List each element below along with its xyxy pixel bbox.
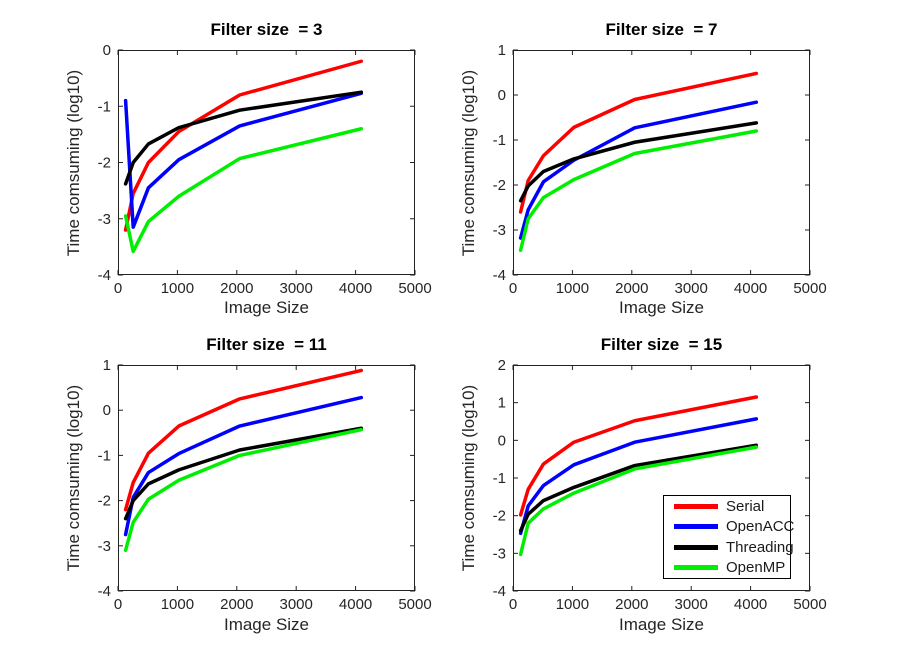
axes-filter-7: 0 1000 2000 3000 4000 5000 1 0 -1 -2 -3 -4 [493, 42, 827, 297]
x-tick-label: 4000 [734, 596, 767, 613]
y-tick-label: 0 [103, 402, 111, 419]
y-tick-label: -1 [98, 447, 111, 464]
series-line-threading [123, 426, 364, 521]
y-tick-label: 0 [498, 432, 506, 449]
series-line-openmp [123, 127, 364, 254]
legend-line-serial [674, 503, 718, 509]
x-axis-label: Image Size [223, 298, 310, 317]
series-line-threading [123, 90, 364, 186]
y-tick-label: -3 [493, 545, 506, 562]
subplot-title: Filter size = 15 [600, 335, 723, 354]
x-tick-label: 2000 [615, 596, 648, 613]
legend-label-serial: Serial [726, 497, 765, 515]
x-tick-label: 4000 [734, 280, 767, 297]
x-tick-label: 2000 [615, 280, 648, 297]
x-tick-label: 5000 [793, 596, 826, 613]
legend-label-openmp: OpenMP [726, 559, 786, 577]
y-tick-label: -2 [493, 177, 506, 194]
axes-filter-3: 0 1000 2000 3000 4000 5000 0 -1 -2 -3 -4 [98, 42, 432, 297]
x-tick-label: 0 [509, 280, 517, 297]
y-tick-label: -2 [493, 508, 506, 525]
y-axis-label: Time comsuming (log10) [64, 384, 83, 572]
y-tick-label: 2 [498, 357, 506, 374]
y-tick-label: 1 [498, 42, 506, 59]
subplot-title: Filter size = 3 [210, 20, 323, 39]
y-axis-label: Time comsuming (log10) [459, 69, 478, 257]
legend-label-threading: Threading [726, 538, 794, 556]
series-line-openmp [518, 445, 759, 557]
series-line-serial [123, 59, 364, 232]
x-tick-label: 2000 [220, 596, 253, 613]
x-tick-label: 2000 [220, 280, 253, 297]
x-tick-label: 1000 [556, 596, 589, 613]
y-axis-label: Time comsuming (log10) [459, 384, 478, 572]
y-tick-label: 1 [103, 357, 111, 374]
y-tick-label: 1 [498, 395, 506, 412]
series-line-serial [518, 395, 759, 517]
y-tick-label: -1 [493, 132, 506, 149]
x-tick-label: 5000 [398, 596, 431, 613]
y-tick-label: -1 [493, 470, 506, 487]
axes-filter-15: 0 1000 2000 3000 4000 5000 2 1 0 -1 -2 -3 -4 [493, 357, 827, 613]
series-line-threading [518, 121, 759, 203]
y-tick-label: -2 [98, 155, 111, 172]
series-line-openmp [123, 427, 364, 553]
legend-item-openacc: OpenACC [664, 517, 794, 538]
series-line-openmp [518, 129, 759, 252]
x-axis-label: Image Size [618, 615, 705, 634]
y-tick-label: -3 [98, 211, 111, 228]
series-line-openacc [518, 100, 759, 240]
series-line-openacc [123, 395, 364, 537]
x-tick-label: 3000 [280, 280, 313, 297]
x-tick-label: 5000 [398, 280, 431, 297]
x-tick-label: 4000 [339, 280, 372, 297]
legend: Serial OpenACC Threading OpenMP [663, 495, 794, 579]
y-tick-label: -1 [98, 98, 111, 115]
legend-line-openacc [674, 524, 718, 530]
y-tick-label: -2 [98, 493, 111, 510]
x-tick-label: 3000 [675, 596, 708, 613]
x-tick-label: 3000 [675, 280, 708, 297]
legend-item-threading: Threading [664, 537, 794, 558]
subplot-title: Filter size = 7 [605, 20, 718, 39]
legend-item-openmp: OpenMP [664, 558, 790, 579]
y-tick-label: 0 [103, 42, 111, 59]
x-tick-label: 1000 [161, 280, 194, 297]
legend-item-serial: Serial [664, 496, 790, 517]
y-tick-label: -4 [493, 583, 506, 600]
series-line-openacc [518, 417, 759, 536]
x-tick-label: 3000 [280, 596, 313, 613]
axes-box [118, 50, 415, 275]
axes-box [513, 50, 810, 275]
legend-label-openacc: OpenACC [726, 518, 795, 536]
y-tick-label: 0 [498, 87, 506, 104]
y-tick-label: -3 [98, 538, 111, 555]
legend-line-threading [674, 544, 718, 550]
x-tick-label: 4000 [339, 596, 372, 613]
series-line-serial [123, 368, 364, 512]
x-tick-label: 0 [114, 596, 122, 613]
axes-box [513, 365, 810, 591]
axes-box [118, 365, 415, 591]
axes-filter-11: 0 1000 2000 3000 4000 5000 1 0 -1 -2 -3 -4 [98, 357, 432, 613]
x-tick-label: 1000 [161, 596, 194, 613]
x-axis-label: Image Size [618, 298, 705, 317]
x-axis-label: Image Size [223, 615, 310, 634]
x-tick-label: 5000 [793, 280, 826, 297]
y-axis-label: Time comsuming (log10) [64, 69, 83, 257]
y-tick-label: -3 [493, 222, 506, 239]
x-tick-label: 0 [114, 280, 122, 297]
x-tick-label: 0 [509, 596, 517, 613]
x-tick-label: 1000 [556, 280, 589, 297]
legend-line-openmp [674, 565, 718, 571]
y-tick-label: -4 [493, 267, 506, 284]
series-line-openacc [123, 91, 364, 229]
subplot-title: Filter size = 11 [206, 335, 327, 354]
y-tick-label: -4 [98, 267, 111, 284]
y-tick-label: -4 [98, 583, 111, 600]
series-line-threading [518, 443, 759, 533]
